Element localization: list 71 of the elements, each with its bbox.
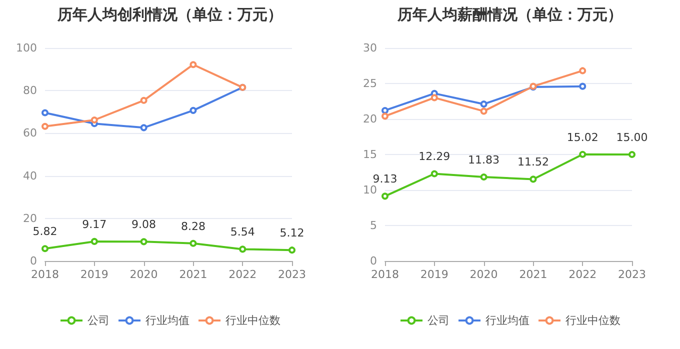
y-tick-label: 40	[23, 169, 37, 182]
y-tick-label: 10	[363, 184, 377, 196]
point	[288, 246, 296, 254]
x-tick-label: 2020	[470, 268, 498, 281]
point	[42, 122, 48, 130]
point	[42, 245, 48, 252]
data-label: 11.52	[517, 156, 549, 169]
x-tick-label: 2023	[278, 268, 306, 281]
point	[430, 94, 438, 102]
point	[239, 246, 246, 253]
y-tick-label: 20	[363, 112, 377, 126]
x-tick-label: 2019	[420, 268, 448, 281]
data-label: 5.12	[280, 226, 304, 240]
point	[382, 192, 388, 200]
point	[140, 238, 148, 246]
point	[628, 151, 636, 158]
y-tick-label: 60	[23, 126, 37, 140]
data-label: 9.17	[82, 218, 107, 231]
x-tick-label: 2018	[371, 268, 399, 281]
y-tick-label: 5	[370, 219, 377, 232]
data-label: 5.54	[230, 226, 255, 239]
point	[430, 170, 438, 178]
y-tick-label: 0	[370, 254, 377, 268]
x-tick-label: 2022	[228, 268, 257, 281]
data-label: 5.82	[32, 225, 58, 238]
chart-title: 历年人均薪酬情况（单位：万元）	[396, 6, 622, 24]
data-label: 15.00	[616, 131, 648, 144]
point	[382, 106, 388, 114]
y-tick-label: 80	[23, 84, 37, 98]
point	[480, 174, 488, 181]
y-tick-label: 100	[16, 42, 37, 54]
y-tick-label: 20	[23, 212, 37, 225]
legend-label: 行业均值	[146, 314, 190, 327]
data-label: 8.28	[180, 220, 206, 233]
point	[579, 150, 586, 158]
x-tick-label: 2021	[519, 268, 548, 281]
x-tick-label: 2019	[80, 268, 108, 281]
y-tick-label: 0	[30, 254, 37, 268]
legend-label: 行业中位数	[566, 314, 620, 327]
chart-title: 历年人均创利情况（单位：万元）	[56, 6, 282, 24]
point	[382, 112, 388, 120]
point	[190, 240, 197, 247]
y-tick-label: 30	[363, 42, 377, 54]
legend-label: 行业均值	[486, 314, 530, 327]
data-label: 12.29	[418, 150, 450, 164]
x-tick-label: 2022	[568, 268, 597, 281]
y-tick-label: 25	[363, 77, 377, 90]
x-tick-label: 2021	[179, 268, 208, 281]
x-tick-label: 2023	[618, 268, 646, 281]
point	[190, 106, 197, 114]
point	[530, 176, 537, 183]
point	[480, 108, 488, 115]
point	[90, 238, 98, 245]
point	[90, 116, 98, 124]
data-label: 15.02	[566, 130, 598, 144]
y-tick-label: 15	[363, 148, 377, 161]
legend-label: 行业中位数	[226, 314, 280, 327]
point	[140, 124, 148, 132]
point	[190, 61, 197, 68]
point	[579, 82, 586, 90]
legend-label: 公司	[88, 314, 110, 327]
point	[480, 100, 488, 108]
x-tick-label: 2018	[31, 268, 59, 281]
data-label: 9.13	[372, 172, 398, 186]
data-label: 9.08	[132, 218, 156, 232]
point	[140, 96, 148, 104]
point	[579, 67, 586, 74]
x-tick-label: 2020	[130, 268, 158, 281]
legend-label: 公司	[428, 314, 450, 327]
point	[42, 109, 48, 116]
data-label: 11.83	[468, 154, 500, 167]
